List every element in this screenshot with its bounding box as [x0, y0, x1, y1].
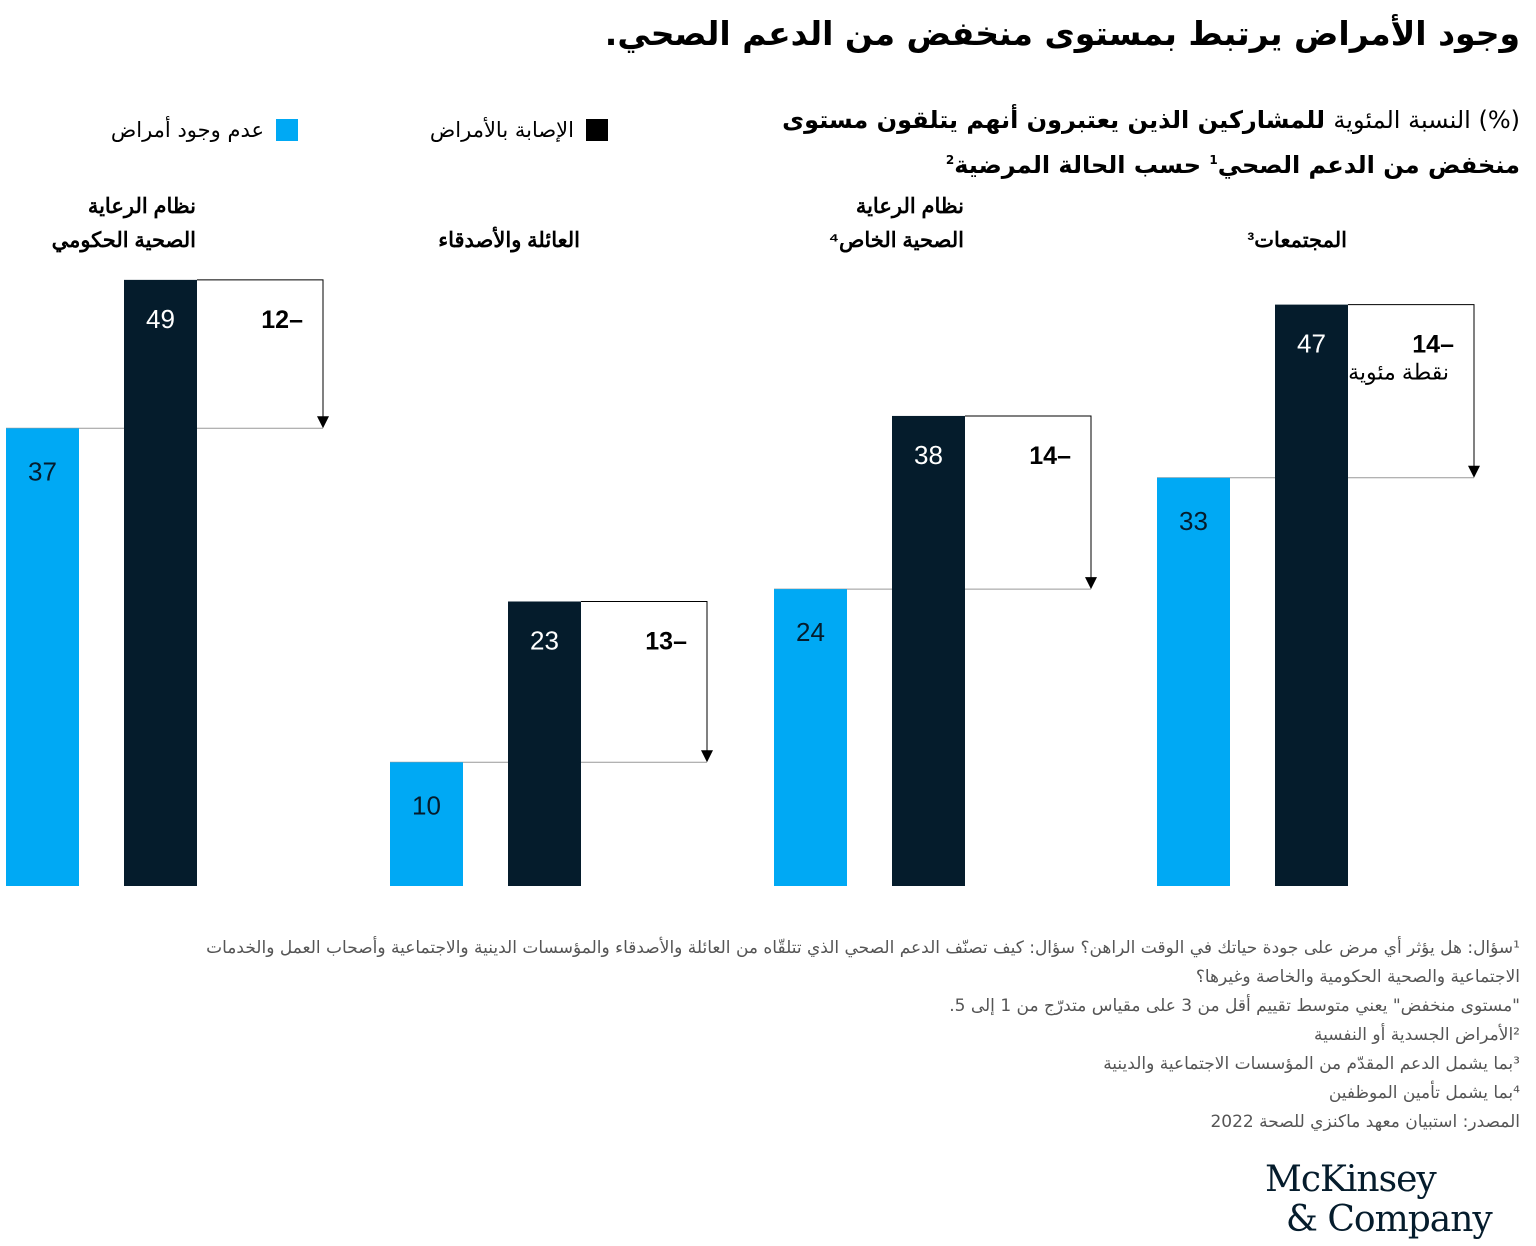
chart-subtitle: (%) النسبة المئوية للمشاركين الذين يعتبر… — [700, 100, 1520, 185]
legend-swatch — [586, 119, 608, 141]
footnote: ²الأمراض الجسدية أو النفسية — [1313, 1025, 1520, 1045]
bar-disease — [1275, 304, 1348, 886]
bar-disease — [892, 415, 965, 886]
difference-label: 14– — [1412, 331, 1454, 359]
legend-swatch — [276, 119, 298, 141]
difference-label: 14– — [1029, 442, 1071, 470]
difference-label: 13– — [645, 627, 687, 655]
category-label: نظام الرعاية — [88, 195, 196, 219]
data-label-disease: 49 — [146, 304, 175, 334]
legend-label: الإصابة بالأمراض — [429, 118, 574, 142]
category-label: نظام الرعاية — [856, 195, 964, 219]
category-label: الصحية الخاص⁴ — [829, 229, 964, 253]
footnote: ⁴بما يشمل تأمين الموظفين — [1328, 1083, 1520, 1103]
arrow-down-icon — [1085, 577, 1097, 590]
category-label: الصحية الحكومي — [52, 229, 196, 253]
category-label: المجتمعات³ — [1247, 229, 1347, 252]
arrow-down-icon — [701, 750, 713, 763]
bar-disease — [508, 601, 581, 886]
bar-no-disease — [6, 428, 79, 886]
difference-bracket — [965, 415, 1092, 580]
difference-bracket — [197, 279, 324, 419]
footnote-ref: 2 — [945, 153, 955, 167]
subtitle-main: للمشاركين الذين يعتبرون أنهم يتلقون مستو… — [782, 106, 1520, 179]
footnote-ref: 1 — [1209, 153, 1218, 167]
data-label-no-disease: 10 — [412, 790, 441, 820]
data-label-no-disease: 24 — [796, 617, 825, 647]
mckinsey-logo: McKinsey & Company — [1265, 1159, 1493, 1240]
subtitle-tail: حسب الحالة المرضية — [954, 151, 1201, 179]
data-label-disease: 23 — [530, 625, 559, 655]
unit-label: (%) النسبة المئوية — [1333, 106, 1520, 134]
category-label: العائلة والأصدقاء — [438, 226, 580, 253]
difference-bracket — [1348, 304, 1475, 468]
difference-bracket — [581, 600, 708, 753]
bar-no-disease — [1157, 477, 1230, 886]
arrow-down-icon — [1468, 465, 1480, 478]
source-note: المصدر: استبيان معهد ماكنزي للصحة 2022 — [1210, 1112, 1520, 1132]
legend-item-disease: الإصابة بالأمراض — [430, 118, 608, 142]
data-label-no-disease: 37 — [28, 456, 57, 486]
bar-disease — [124, 279, 197, 886]
difference-label: 12– — [261, 306, 303, 334]
bar-no-disease — [774, 589, 847, 886]
footnote: ³بما يشمل الدعم المقدّم من المؤسسات الاج… — [1103, 1054, 1520, 1074]
difference-unit: نقطة مئوية — [1348, 360, 1449, 386]
data-label-disease: 38 — [914, 440, 943, 470]
data-label-no-disease: 33 — [1179, 506, 1208, 536]
data-label-disease: 47 — [1297, 329, 1326, 359]
footnote: الاجتماعية والصحية الحكومية والخاصة وغير… — [1195, 967, 1520, 987]
footnote: ¹سؤال: هل يؤثر أي مرض على جودة حياتك في … — [206, 938, 1520, 958]
footnotes: ¹سؤال: هل يؤثر أي مرض على جودة حياتك في … — [60, 934, 1520, 1137]
legend-label: عدم وجود أمراض — [110, 118, 264, 142]
chart-title: وجود الأمراض يرتبط بمستوى منخفض من الدعم… — [604, 14, 1520, 53]
arrow-down-icon — [317, 416, 329, 429]
legend-item-no-disease: عدم وجود أمراض — [111, 118, 298, 142]
footnote: "مستوى منخفض" يعني متوسط تقييم أقل من 3 … — [949, 996, 1520, 1016]
bar-no-disease — [390, 762, 463, 886]
